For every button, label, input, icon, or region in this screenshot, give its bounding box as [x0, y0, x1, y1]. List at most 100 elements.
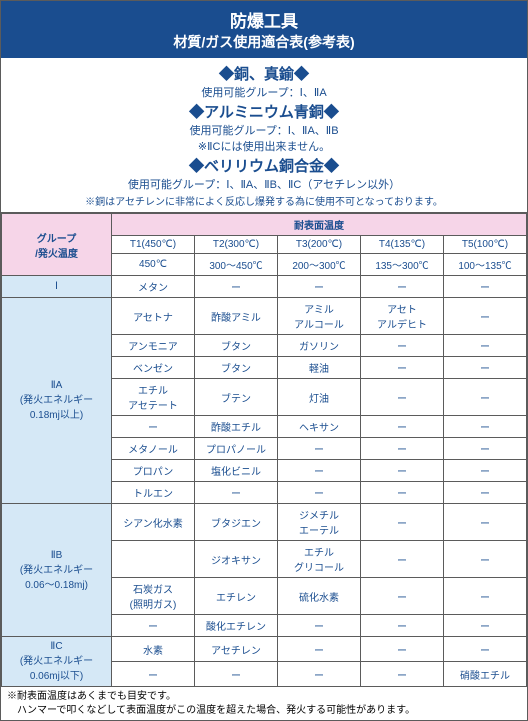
material-3-name: ◆ベリリウム銅合金◆	[9, 155, 519, 176]
cell: ー	[444, 438, 527, 460]
group-cell-0: Ⅰ	[2, 276, 112, 298]
cell	[112, 541, 195, 578]
t-range-1: 300～450℃	[195, 254, 278, 276]
cell: ー	[361, 504, 444, 541]
cell: メタノール	[112, 438, 195, 460]
cell: ー	[278, 615, 361, 637]
table-row: ⅡB(発火エネルギー0.06～0.18mj)シアン化水素ブタジエンジメチルエーテ…	[2, 504, 527, 541]
cell: 酸化エチレン	[195, 615, 278, 637]
cell: ジオキサン	[195, 541, 278, 578]
cell: ー	[278, 276, 361, 298]
table-row: ⅡC(発火エネルギー0.06mj以下)水素アセチレンーーー	[2, 637, 527, 662]
material-2: ◆アルミニウム青銅◆ 使用可能グループ：Ⅰ、ⅡA、ⅡB ※ⅡCには使用出来ません…	[9, 101, 519, 154]
cell: アセトナ	[112, 298, 195, 335]
cell: ー	[444, 482, 527, 504]
t-range-3: 135～300℃	[361, 254, 444, 276]
t-header-3: T4(135℃)	[361, 236, 444, 254]
cell: アンモニア	[112, 335, 195, 357]
table-row: ⅡA(発火エネルギー0.18mj以上)アセトナ酢酸アミルアミルアルコールアセトア…	[2, 298, 527, 335]
t-header-1: T2(300℃)	[195, 236, 278, 254]
cell: ー	[444, 637, 527, 662]
t-range-4: 100～135℃	[444, 254, 527, 276]
cell: ー	[444, 298, 527, 335]
material-2-name: ◆アルミニウム青銅◆	[9, 101, 519, 122]
cell: ー	[195, 482, 278, 504]
cell: ー	[278, 637, 361, 662]
cell: ー	[444, 541, 527, 578]
table-body: ⅠメタンーーーーⅡA(発火エネルギー0.18mj以上)アセトナ酢酸アミルアミルア…	[2, 276, 527, 687]
cell: 硝酸エチル	[444, 662, 527, 687]
cell: ー	[444, 357, 527, 379]
cell: ー	[361, 578, 444, 615]
cell: ベンゼン	[112, 357, 195, 379]
cell: 軽油	[278, 357, 361, 379]
corner-header-text: グループ/発火温度	[35, 234, 78, 260]
cell: ヘキサン	[278, 416, 361, 438]
cell: エチルアセテート	[112, 379, 195, 416]
material-1: ◆銅、真鍮◆ 使用可能グループ：Ⅰ、ⅡA	[9, 63, 519, 100]
material-1-name: ◆銅、真鍮◆	[9, 63, 519, 84]
cell: 硫化水素	[278, 578, 361, 615]
cell: ブテン	[195, 379, 278, 416]
corner-header: グループ/発火温度	[2, 214, 112, 276]
cell: ー	[444, 276, 527, 298]
cell: ー	[278, 482, 361, 504]
cell: ー	[361, 482, 444, 504]
cell: ー	[112, 416, 195, 438]
group-cell-1: ⅡA(発火エネルギー0.18mj以上)	[2, 298, 112, 504]
cell: 酢酸エチル	[195, 416, 278, 438]
cell: ー	[444, 615, 527, 637]
cell: ー	[361, 335, 444, 357]
header-subtitle: 材質/ガス使用適合表(参考表)	[5, 32, 523, 52]
cell: メタン	[112, 276, 195, 298]
cell: ー	[195, 276, 278, 298]
cell: ー	[361, 416, 444, 438]
cell: ー	[361, 460, 444, 482]
cell: ー	[278, 438, 361, 460]
materials-section: ◆銅、真鍮◆ 使用可能グループ：Ⅰ、ⅡA ◆アルミニウム青銅◆ 使用可能グループ…	[1, 58, 527, 213]
cell: ガソリン	[278, 335, 361, 357]
cell: ー	[195, 662, 278, 687]
group-cell-3: ⅡC(発火エネルギー0.06mj以下)	[2, 637, 112, 687]
material-1-groups: 使用可能グループ：Ⅰ、ⅡA	[9, 84, 519, 100]
cell: 水素	[112, 637, 195, 662]
cell: ー	[361, 662, 444, 687]
cell: 酢酸アミル	[195, 298, 278, 335]
header-title: 防爆工具	[5, 7, 523, 32]
cell: ブタン	[195, 335, 278, 357]
material-2-note: ※ⅡCには使用出来ません。	[9, 138, 519, 154]
t-header-2: T3(200℃)	[278, 236, 361, 254]
cell: プロパノール	[195, 438, 278, 460]
cell: ー	[112, 662, 195, 687]
group-cell-2: ⅡB(発火エネルギー0.06～0.18mj)	[2, 504, 112, 637]
t-header-0: T1(450℃)	[112, 236, 195, 254]
cell: プロパン	[112, 460, 195, 482]
cell: ー	[444, 578, 527, 615]
cell: ー	[361, 357, 444, 379]
cell: ー	[361, 541, 444, 578]
cell: ー	[444, 335, 527, 357]
cell: ー	[444, 460, 527, 482]
cell: エチルグリコール	[278, 541, 361, 578]
cell: アセトアルデヒト	[361, 298, 444, 335]
table-row: Ⅰメタンーーーー	[2, 276, 527, 298]
cell: ー	[361, 379, 444, 416]
cell: ブタン	[195, 357, 278, 379]
cell: ー	[278, 460, 361, 482]
t-range-0: 450℃	[112, 254, 195, 276]
cell: ー	[361, 637, 444, 662]
cell: エチレン	[195, 578, 278, 615]
material-2-groups: 使用可能グループ：Ⅰ、ⅡA、ⅡB	[9, 122, 519, 138]
main-header: 耐表面温度	[112, 214, 527, 236]
materials-footnote: ※銅はアセチレンに非常によく反応し爆発する為に使用不可となっております。	[9, 193, 519, 208]
cell: 塩化ビニル	[195, 460, 278, 482]
cell: ー	[112, 615, 195, 637]
cell: アミルアルコール	[278, 298, 361, 335]
cell: ー	[278, 662, 361, 687]
cell: 石炭ガス(照明ガス)	[112, 578, 195, 615]
cell: ー	[361, 276, 444, 298]
header-band: 防爆工具 材質/ガス使用適合表(参考表)	[1, 1, 527, 58]
cell: ー	[444, 416, 527, 438]
cell: シアン化水素	[112, 504, 195, 541]
cell: ー	[444, 504, 527, 541]
